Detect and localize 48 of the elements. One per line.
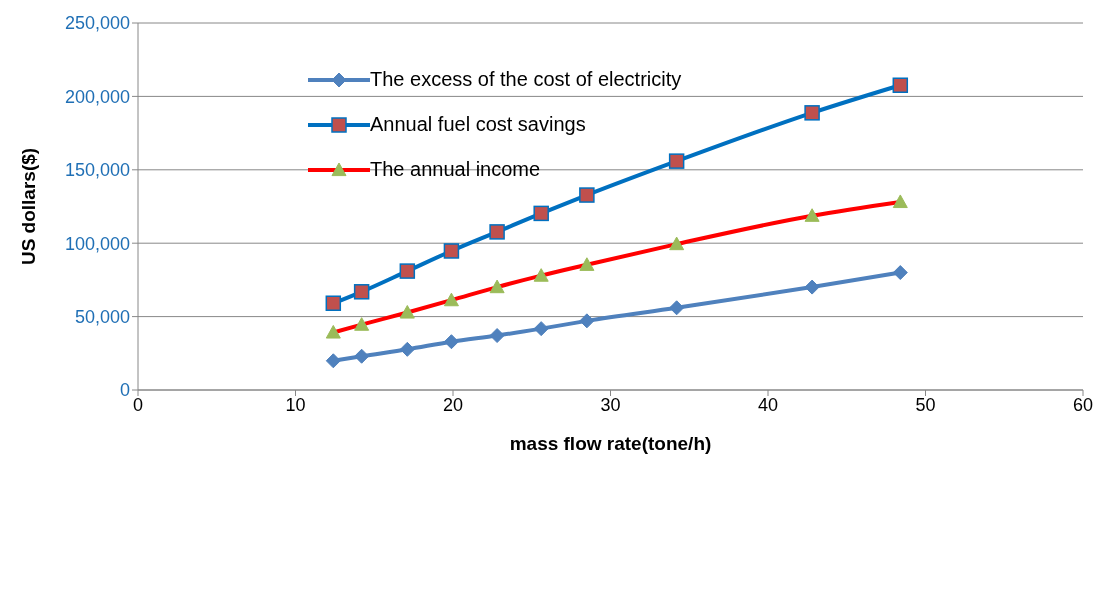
point: [399, 341, 415, 357]
point: [325, 295, 342, 311]
point: [892, 265, 908, 281]
point: [489, 279, 505, 294]
point: [443, 334, 459, 350]
point: [443, 292, 459, 307]
point: [579, 257, 595, 271]
point: [804, 279, 820, 295]
point: [533, 205, 549, 222]
y-tick-label: 50,000: [74, 306, 130, 327]
x-tick-label: 40: [757, 394, 779, 415]
point: [579, 187, 595, 203]
point: [489, 328, 505, 344]
x-tick-label: 10: [285, 394, 306, 415]
y-tick-label: 100,000: [64, 233, 130, 254]
y-axis-title: US dollars($): [17, 147, 39, 266]
point: [804, 105, 820, 121]
point: [533, 268, 549, 282]
point: [443, 243, 460, 259]
point: [399, 263, 416, 279]
legend-label: Annual fuel cost savings: [370, 113, 586, 136]
point: [533, 321, 549, 337]
y-tick-label: 200,000: [64, 86, 130, 107]
x-tick-label: 20: [442, 394, 464, 415]
point: [669, 300, 685, 316]
point: [669, 236, 685, 251]
point: [325, 353, 341, 369]
point: [353, 284, 370, 300]
x-tick-label: 50: [915, 394, 936, 415]
point: [399, 304, 415, 319]
x-tick-label: 0: [132, 394, 144, 415]
point: [325, 324, 341, 339]
x-tick-label: 60: [1072, 394, 1094, 415]
point: [579, 313, 595, 329]
point: [668, 153, 685, 169]
legend-label: The annual income: [370, 158, 541, 181]
point: [892, 194, 908, 209]
y-tick-label: 0: [119, 380, 130, 401]
legend-label: The excess of the cost of electricity: [370, 68, 682, 91]
point: [489, 224, 505, 240]
point: [892, 77, 909, 93]
point: [354, 348, 370, 364]
point: [804, 208, 820, 222]
point: [354, 317, 370, 331]
x-tick-label: 30: [600, 394, 621, 415]
y-tick-label: 250,000: [64, 13, 130, 34]
x-axis-title: mass flow rate(tone/h): [509, 433, 712, 454]
y-tick-label: 150,000: [64, 160, 130, 181]
